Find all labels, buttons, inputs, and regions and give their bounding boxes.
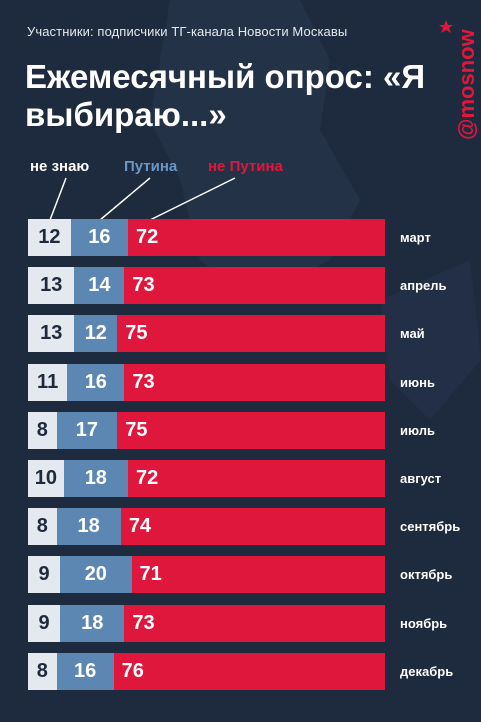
data-label-dont-know: 9	[38, 611, 50, 634]
data-label-dont-know: 11	[37, 370, 59, 393]
data-label-dont-know: 9	[38, 563, 50, 586]
data-label-dont-know: 8	[36, 418, 48, 441]
data-label-not-putin: 75	[125, 322, 148, 345]
bar-segment-not-putin	[120, 508, 385, 546]
category-label: апрель	[400, 278, 447, 294]
bar-segment-putin	[60, 604, 125, 642]
data-label-putin: 16	[73, 659, 97, 682]
bar-segment-putin	[74, 267, 125, 305]
data-label-dont-know: 12	[38, 226, 61, 248]
subtitle: Участники: подписчики ТГ-канала Новости …	[27, 24, 348, 39]
bar-segment-dont-know	[28, 460, 64, 497]
data-label-putin: 18	[84, 467, 107, 489]
data-label-dont-know: 13	[40, 322, 63, 345]
category-label: март	[400, 230, 431, 245]
bar-segment-putin	[70, 219, 128, 256]
data-label-not-putin: 76	[121, 659, 144, 682]
category-label: август	[400, 471, 442, 486]
star-icon	[439, 20, 453, 33]
data-label-not-putin: 74	[128, 515, 152, 538]
bar-segment-putin	[60, 556, 132, 594]
bar-segment-putin	[56, 411, 118, 449]
bar-segment-dont-know	[28, 604, 61, 642]
data-label-putin: 17	[75, 418, 99, 441]
legend-putin: Путина	[124, 158, 178, 175]
bar-segment-not-putin	[124, 267, 385, 305]
bar-segment-not-putin	[127, 219, 385, 256]
bar-segment-dont-know	[28, 652, 57, 690]
data-label-not-putin: 75	[125, 418, 148, 441]
bar-segment-dont-know	[28, 411, 57, 449]
data-label-not-putin: 73	[132, 611, 155, 634]
bar-segment-not-putin	[117, 411, 385, 449]
category-label: май	[400, 326, 425, 342]
data-label-dont-know: 8	[36, 515, 48, 538]
bar-segment-dont-know	[28, 315, 75, 353]
bar-segment-putin	[74, 315, 118, 353]
data-label-putin: 20	[84, 563, 107, 586]
bar-segment-not-putin	[124, 363, 385, 401]
category-label: декабрь	[400, 663, 454, 679]
bar-segment-dont-know	[28, 363, 68, 401]
legend-dont-know: не знаю	[30, 158, 90, 175]
data-label-dont-know: 13	[40, 274, 63, 297]
category-label: ноябрь	[400, 615, 448, 631]
bar-segment-not-putin	[127, 460, 385, 497]
data-label-not-putin: 73	[132, 370, 155, 393]
data-label-putin: 16	[84, 370, 107, 393]
bar-segment-putin	[56, 508, 121, 546]
bar-segment-dont-know	[28, 508, 57, 546]
data-label-not-putin: 73	[132, 274, 155, 297]
data-label-not-putin: 72	[135, 226, 159, 248]
bar-segment-dont-know	[28, 556, 61, 594]
chart-title: Ежемесячный опрос: «Я выбираю...»	[25, 58, 426, 133]
bar-segment-putin	[56, 652, 114, 690]
data-label-putin: 16	[88, 226, 111, 248]
category-label: сентябрь	[400, 519, 461, 535]
bar-segment-dont-know	[28, 219, 71, 256]
category-label: июль	[400, 422, 436, 438]
data-label-putin: 12	[84, 322, 107, 345]
data-label-putin: 18	[81, 611, 104, 634]
legend-not-putin: не Путина	[208, 158, 283, 175]
data-label-putin: 14	[88, 274, 111, 297]
bar-segment-not-putin	[124, 604, 385, 642]
data-label-putin: 18	[77, 515, 100, 538]
bar-segment-putin	[63, 460, 128, 497]
bar-segment-not-putin	[113, 652, 385, 690]
category-label: октябрь	[400, 567, 453, 583]
bar-segment-dont-know	[28, 267, 75, 305]
bar-segment-not-putin	[131, 556, 385, 594]
bar-segment-not-putin	[117, 315, 385, 353]
data-label-not-putin: 71	[139, 563, 162, 586]
data-label-dont-know: 10	[34, 467, 57, 489]
data-label-not-putin: 72	[135, 467, 159, 489]
bar-segment-putin	[67, 363, 125, 401]
data-label-dont-know: 8	[36, 659, 48, 682]
category-label: июнь	[400, 374, 435, 390]
